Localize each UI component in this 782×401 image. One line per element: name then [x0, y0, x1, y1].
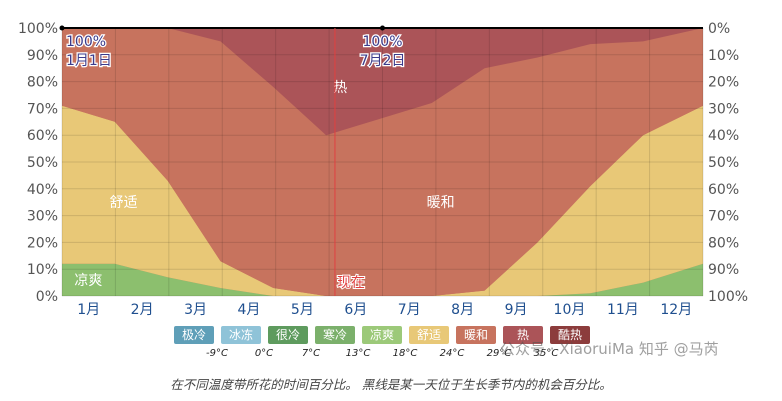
- series-area-0: [62, 263, 703, 296]
- region-label: 热: [333, 80, 347, 96]
- temperature-band-chart: 0% 10% 20% 30% 40% 50% 60% 70% 80% 90% 100% 100% 90%…: [18, 21, 748, 318]
- series-area-1: [62, 105, 703, 296]
- annotation-pct: 100%: [362, 34, 402, 50]
- legend-temp: -9°C: [206, 348, 228, 359]
- legend-temp: 13°C: [345, 348, 371, 359]
- legend-item: 冰冻: [221, 326, 261, 344]
- y-tick-right: 100%: [708, 289, 748, 305]
- y-tick-left: 30%: [27, 209, 58, 225]
- y-tick-right: 20%: [708, 75, 739, 91]
- region-label: 暖和: [427, 195, 455, 211]
- watermark: 公众号 · XiaoruiMa 知乎 @马芮: [500, 340, 719, 358]
- season-start-dot: [59, 25, 65, 31]
- y-tick-right: 40%: [708, 128, 739, 144]
- y-tick-right: 30%: [708, 101, 739, 117]
- legend-item: 很冷: [268, 326, 308, 344]
- legend-temp: 18°C: [392, 348, 418, 359]
- y-tick-right: 70%: [708, 209, 739, 225]
- x-tick-label: 12月: [660, 302, 692, 318]
- legend-item: 凉爽: [362, 326, 402, 344]
- y-tick-right: 80%: [708, 235, 739, 251]
- x-tick-label: 9月: [505, 302, 528, 318]
- x-tick-label: 10月: [554, 302, 586, 318]
- legend-item: 极冷: [174, 326, 214, 344]
- y-tick-left: 60%: [27, 128, 58, 144]
- y-tick-left: 100%: [18, 21, 58, 37]
- y-tick-left: 50%: [27, 155, 58, 171]
- region-label: 凉爽: [74, 273, 102, 289]
- x-tick-label: 4月: [237, 302, 260, 318]
- legend-temp: 29°C: [486, 348, 512, 359]
- y-tick-left: 20%: [27, 235, 58, 251]
- y-tick-right: 90%: [708, 262, 739, 278]
- y-tick-right: 50%: [708, 155, 739, 171]
- legend-item: 热: [503, 326, 543, 344]
- legend-temp: 0°C: [254, 348, 274, 359]
- x-tick-label: 8月: [451, 302, 474, 318]
- legend-item: 暖和: [456, 326, 496, 344]
- y-tick-right: 60%: [708, 182, 739, 198]
- region-label: 舒适: [110, 195, 138, 211]
- series-area-2: [62, 28, 703, 296]
- y-tick-left: 90%: [27, 48, 58, 64]
- y-tick-left: 40%: [27, 182, 58, 198]
- legend-item: 酷热: [550, 326, 590, 344]
- x-tick-label: 1月: [77, 302, 100, 318]
- x-tick-label: 2月: [131, 302, 154, 318]
- legend-temp: 35°C: [533, 348, 559, 359]
- series-area-3: [62, 28, 703, 136]
- now-label: 现在: [337, 275, 365, 291]
- x-tick-label: 3月: [184, 302, 207, 318]
- legend-item: 寒冷: [315, 326, 355, 344]
- x-tick-label: 5月: [291, 302, 314, 318]
- x-tick-label: 6月: [344, 302, 367, 318]
- y-tick-left: 10%: [27, 262, 58, 278]
- x-tick-label: 11月: [607, 302, 639, 318]
- legend-temp: 24°C: [439, 348, 465, 359]
- annotation-date: 7月2日: [360, 53, 406, 69]
- legend-temp: 7°C: [301, 348, 321, 359]
- y-tick-right: 0%: [708, 21, 730, 37]
- season-mid-dot: [380, 25, 385, 31]
- y-tick-right: 10%: [708, 48, 739, 64]
- y-tick-left: 70%: [27, 101, 58, 117]
- annotation-date: 1月1日: [66, 53, 112, 69]
- annotation-pct: 100%: [66, 34, 106, 50]
- y-tick-left: 0%: [36, 289, 58, 305]
- x-tick-label: 7月: [398, 302, 421, 318]
- legend: 极冷 冰冻 很冷 寒冷 凉爽 舒适 暖和热酷热: [0, 326, 782, 346]
- chart-caption: 在不同温度带所花的时间百分比。 黑线是某一天位于生长季节内的机会百分比。: [170, 377, 612, 392]
- y-tick-left: 80%: [27, 75, 58, 91]
- legend-item: 舒适: [409, 326, 449, 344]
